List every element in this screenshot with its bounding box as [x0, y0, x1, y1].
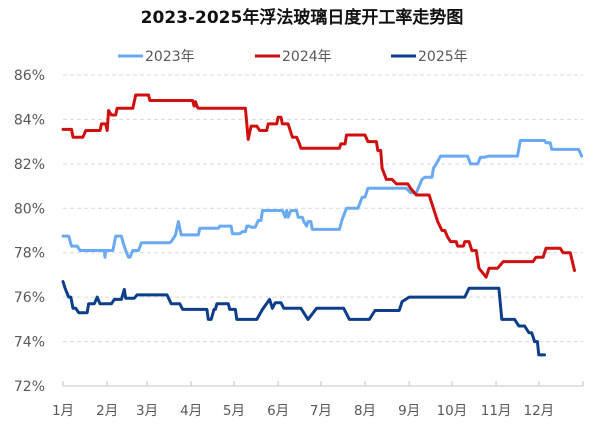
x-tick-label: 9月 — [398, 403, 420, 419]
series-line-2023年 — [61, 139, 584, 259]
x-tick-label: 4月 — [180, 403, 202, 419]
legend-label-2023: 2023年 — [145, 49, 195, 65]
x-tick-label: 3月 — [136, 403, 158, 419]
x-axis: 1月 2月 3月 4月 5月 6月 7月 8月 9月 10月 11月 12月 — [52, 381, 584, 419]
y-tick-label: 84% — [14, 112, 45, 128]
x-tick-label: 1月 — [52, 403, 74, 419]
y-tick-label: 76% — [14, 290, 45, 306]
legend-item-2025: 2025年 — [391, 49, 468, 65]
y-axis-ticks: 72% 74% 76% 78% 80% 82% 84% 86% — [14, 68, 45, 395]
legend-label-2024: 2024年 — [282, 49, 332, 65]
x-tick-label: 2月 — [96, 403, 118, 419]
legend: 2023年 2024年 2025年 — [118, 49, 468, 65]
x-tick-label: 8月 — [354, 403, 376, 419]
y-tick-label: 86% — [14, 68, 45, 84]
x-tick-label: 6月 — [267, 403, 289, 419]
gridlines — [63, 74, 583, 343]
x-tick-label: 12月 — [523, 403, 554, 419]
series-lines — [61, 93, 584, 357]
chart-title: 2023-2025年浮法玻璃日度开工率走势图 — [141, 7, 464, 28]
y-tick-label: 74% — [14, 335, 45, 351]
legend-item-2023: 2023年 — [118, 49, 195, 65]
x-tick-label: 11月 — [481, 403, 512, 419]
series-line-2025年 — [61, 280, 546, 357]
y-tick-label: 78% — [14, 246, 45, 262]
x-tick-label: 7月 — [310, 403, 332, 419]
legend-item-2024: 2024年 — [255, 49, 332, 65]
y-tick-label: 72% — [14, 379, 45, 395]
x-tick-label: 10月 — [437, 403, 468, 419]
legend-label-2025: 2025年 — [418, 49, 468, 65]
x-tick-label: 5月 — [223, 403, 245, 419]
series-line-2024年 — [61, 93, 576, 279]
y-tick-label: 80% — [14, 201, 45, 217]
y-tick-label: 82% — [14, 157, 45, 173]
